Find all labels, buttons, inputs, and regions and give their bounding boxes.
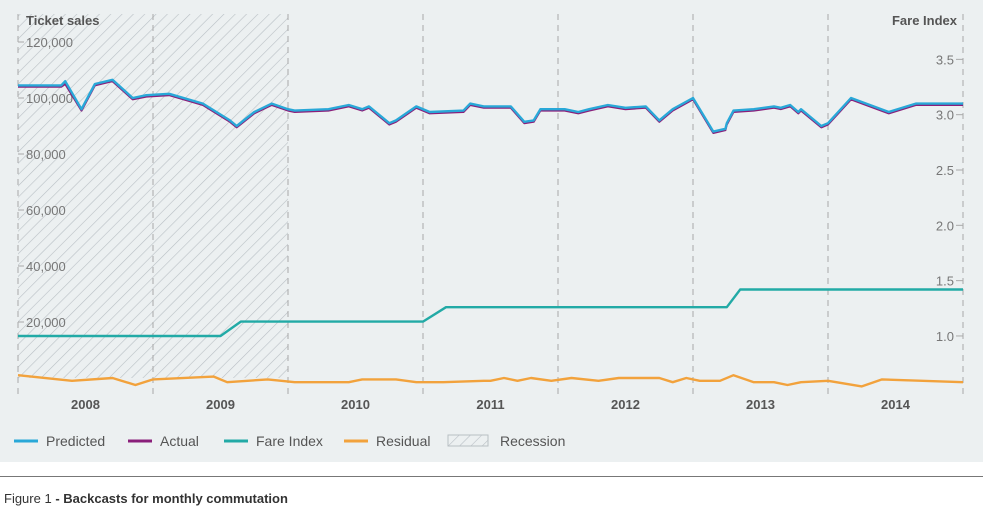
- chart-svg: Ticket sales Fare Index 20,000 40,000 60,000…: [14, 13, 964, 449]
- left-tick-label: 40,000: [26, 259, 66, 274]
- left-tick-label: 20,000: [26, 315, 66, 330]
- x-tick-label: 2009: [206, 397, 235, 412]
- caption-prefix: Figure 1: [4, 491, 52, 506]
- x-tick-label: 2008: [71, 397, 100, 412]
- right-tick-label: 3.5: [936, 52, 954, 67]
- predicted-line: [18, 78, 963, 133]
- left-tick-label: 80,000: [26, 147, 66, 162]
- residual-line: [17, 374, 964, 388]
- legend-label-predicted: Predicted: [46, 433, 105, 449]
- x-tick-label: 2014: [881, 397, 911, 412]
- left-tick-label: 100,000: [26, 91, 73, 106]
- caption-divider: [0, 476, 983, 477]
- legend-label-fare-index: Fare Index: [256, 433, 323, 449]
- caption-separator: -: [51, 491, 64, 506]
- chart-panel: Ticket sales Fare Index 20,000 40,000 60,000…: [0, 0, 983, 462]
- right-tick-label: 3.0: [936, 108, 954, 123]
- left-axis-title: Ticket sales: [26, 13, 99, 28]
- left-tick-label: 120,000: [26, 35, 73, 50]
- right-tick-label: 1.5: [936, 274, 954, 289]
- right-tick-label: 2.0: [936, 218, 954, 233]
- right-tick-label: 2.5: [936, 163, 954, 178]
- x-tick-label: 2013: [746, 397, 775, 412]
- figure-caption: Figure 1 - Backcasts for monthly commuta…: [4, 491, 288, 506]
- x-tick-label: 2010: [341, 397, 370, 412]
- fare-index-line: [18, 288, 963, 338]
- x-tick-label: 2011: [476, 397, 504, 412]
- legend-label-recession: Recession: [500, 433, 565, 449]
- left-tick-label: 60,000: [26, 203, 66, 218]
- right-axis-title: Fare Index: [892, 13, 958, 28]
- caption-title: Backcasts for monthly commutation: [63, 491, 288, 506]
- legend-label-residual: Residual: [376, 433, 430, 449]
- legend-swatch-recession: [447, 434, 489, 447]
- legend-label-actual: Actual: [160, 433, 199, 449]
- right-tick-label: 1.0: [936, 329, 954, 344]
- x-tick-label: 2012: [611, 397, 640, 412]
